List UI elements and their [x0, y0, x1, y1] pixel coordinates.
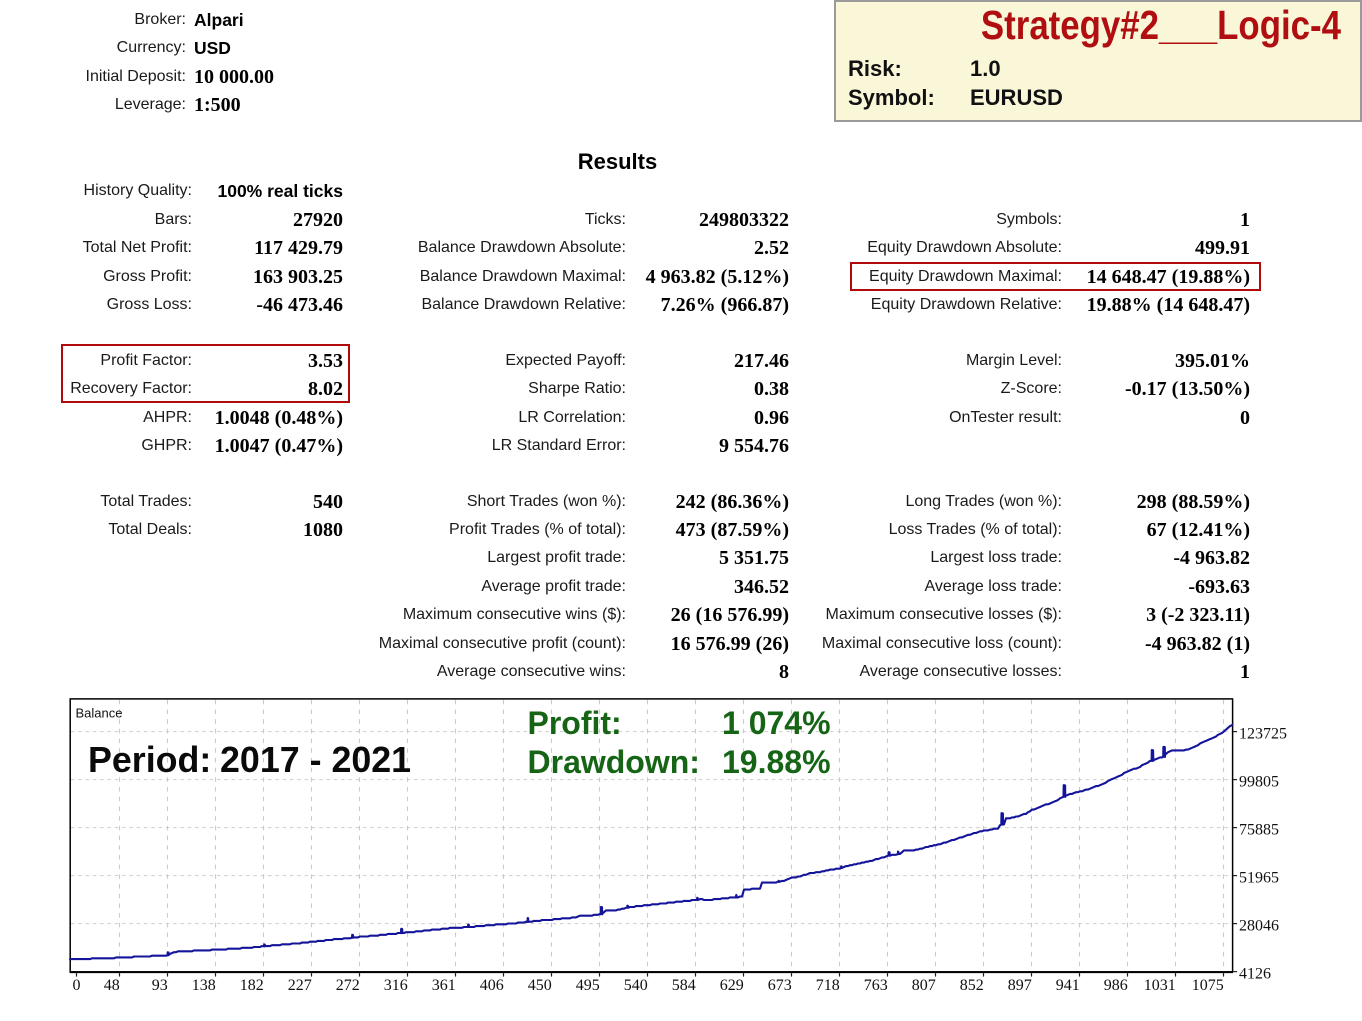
svg-text:123725: 123725 [1239, 725, 1287, 742]
svg-text:75885: 75885 [1239, 821, 1279, 838]
svg-text:0: 0 [73, 977, 81, 994]
svg-text:51965: 51965 [1239, 869, 1279, 886]
svg-text:182: 182 [240, 977, 264, 994]
svg-text:138: 138 [192, 977, 216, 994]
svg-text:361: 361 [432, 977, 456, 994]
svg-text:897: 897 [1008, 977, 1032, 994]
svg-text:227: 227 [288, 977, 312, 994]
svg-text:718: 718 [816, 977, 840, 994]
svg-text:316: 316 [384, 977, 408, 994]
svg-text:Balance: Balance [76, 706, 123, 721]
svg-text:4126: 4126 [1239, 965, 1271, 982]
svg-text:272: 272 [336, 977, 360, 994]
svg-text:986: 986 [1104, 977, 1128, 994]
svg-text:584: 584 [672, 977, 696, 994]
svg-text:941: 941 [1056, 977, 1080, 994]
svg-text:629: 629 [720, 977, 744, 994]
svg-text:495: 495 [576, 977, 600, 994]
svg-text:852: 852 [960, 977, 984, 994]
svg-text:540: 540 [624, 977, 648, 994]
svg-text:1075: 1075 [1192, 977, 1224, 994]
svg-text:406: 406 [480, 977, 504, 994]
svg-text:93: 93 [152, 977, 168, 994]
svg-text:450: 450 [528, 977, 552, 994]
svg-text:28046: 28046 [1239, 917, 1279, 934]
svg-text:807: 807 [912, 977, 936, 994]
svg-text:99805: 99805 [1239, 773, 1279, 790]
svg-text:673: 673 [768, 977, 792, 994]
svg-text:48: 48 [104, 977, 120, 994]
svg-text:763: 763 [864, 977, 888, 994]
svg-text:1031: 1031 [1144, 977, 1176, 994]
